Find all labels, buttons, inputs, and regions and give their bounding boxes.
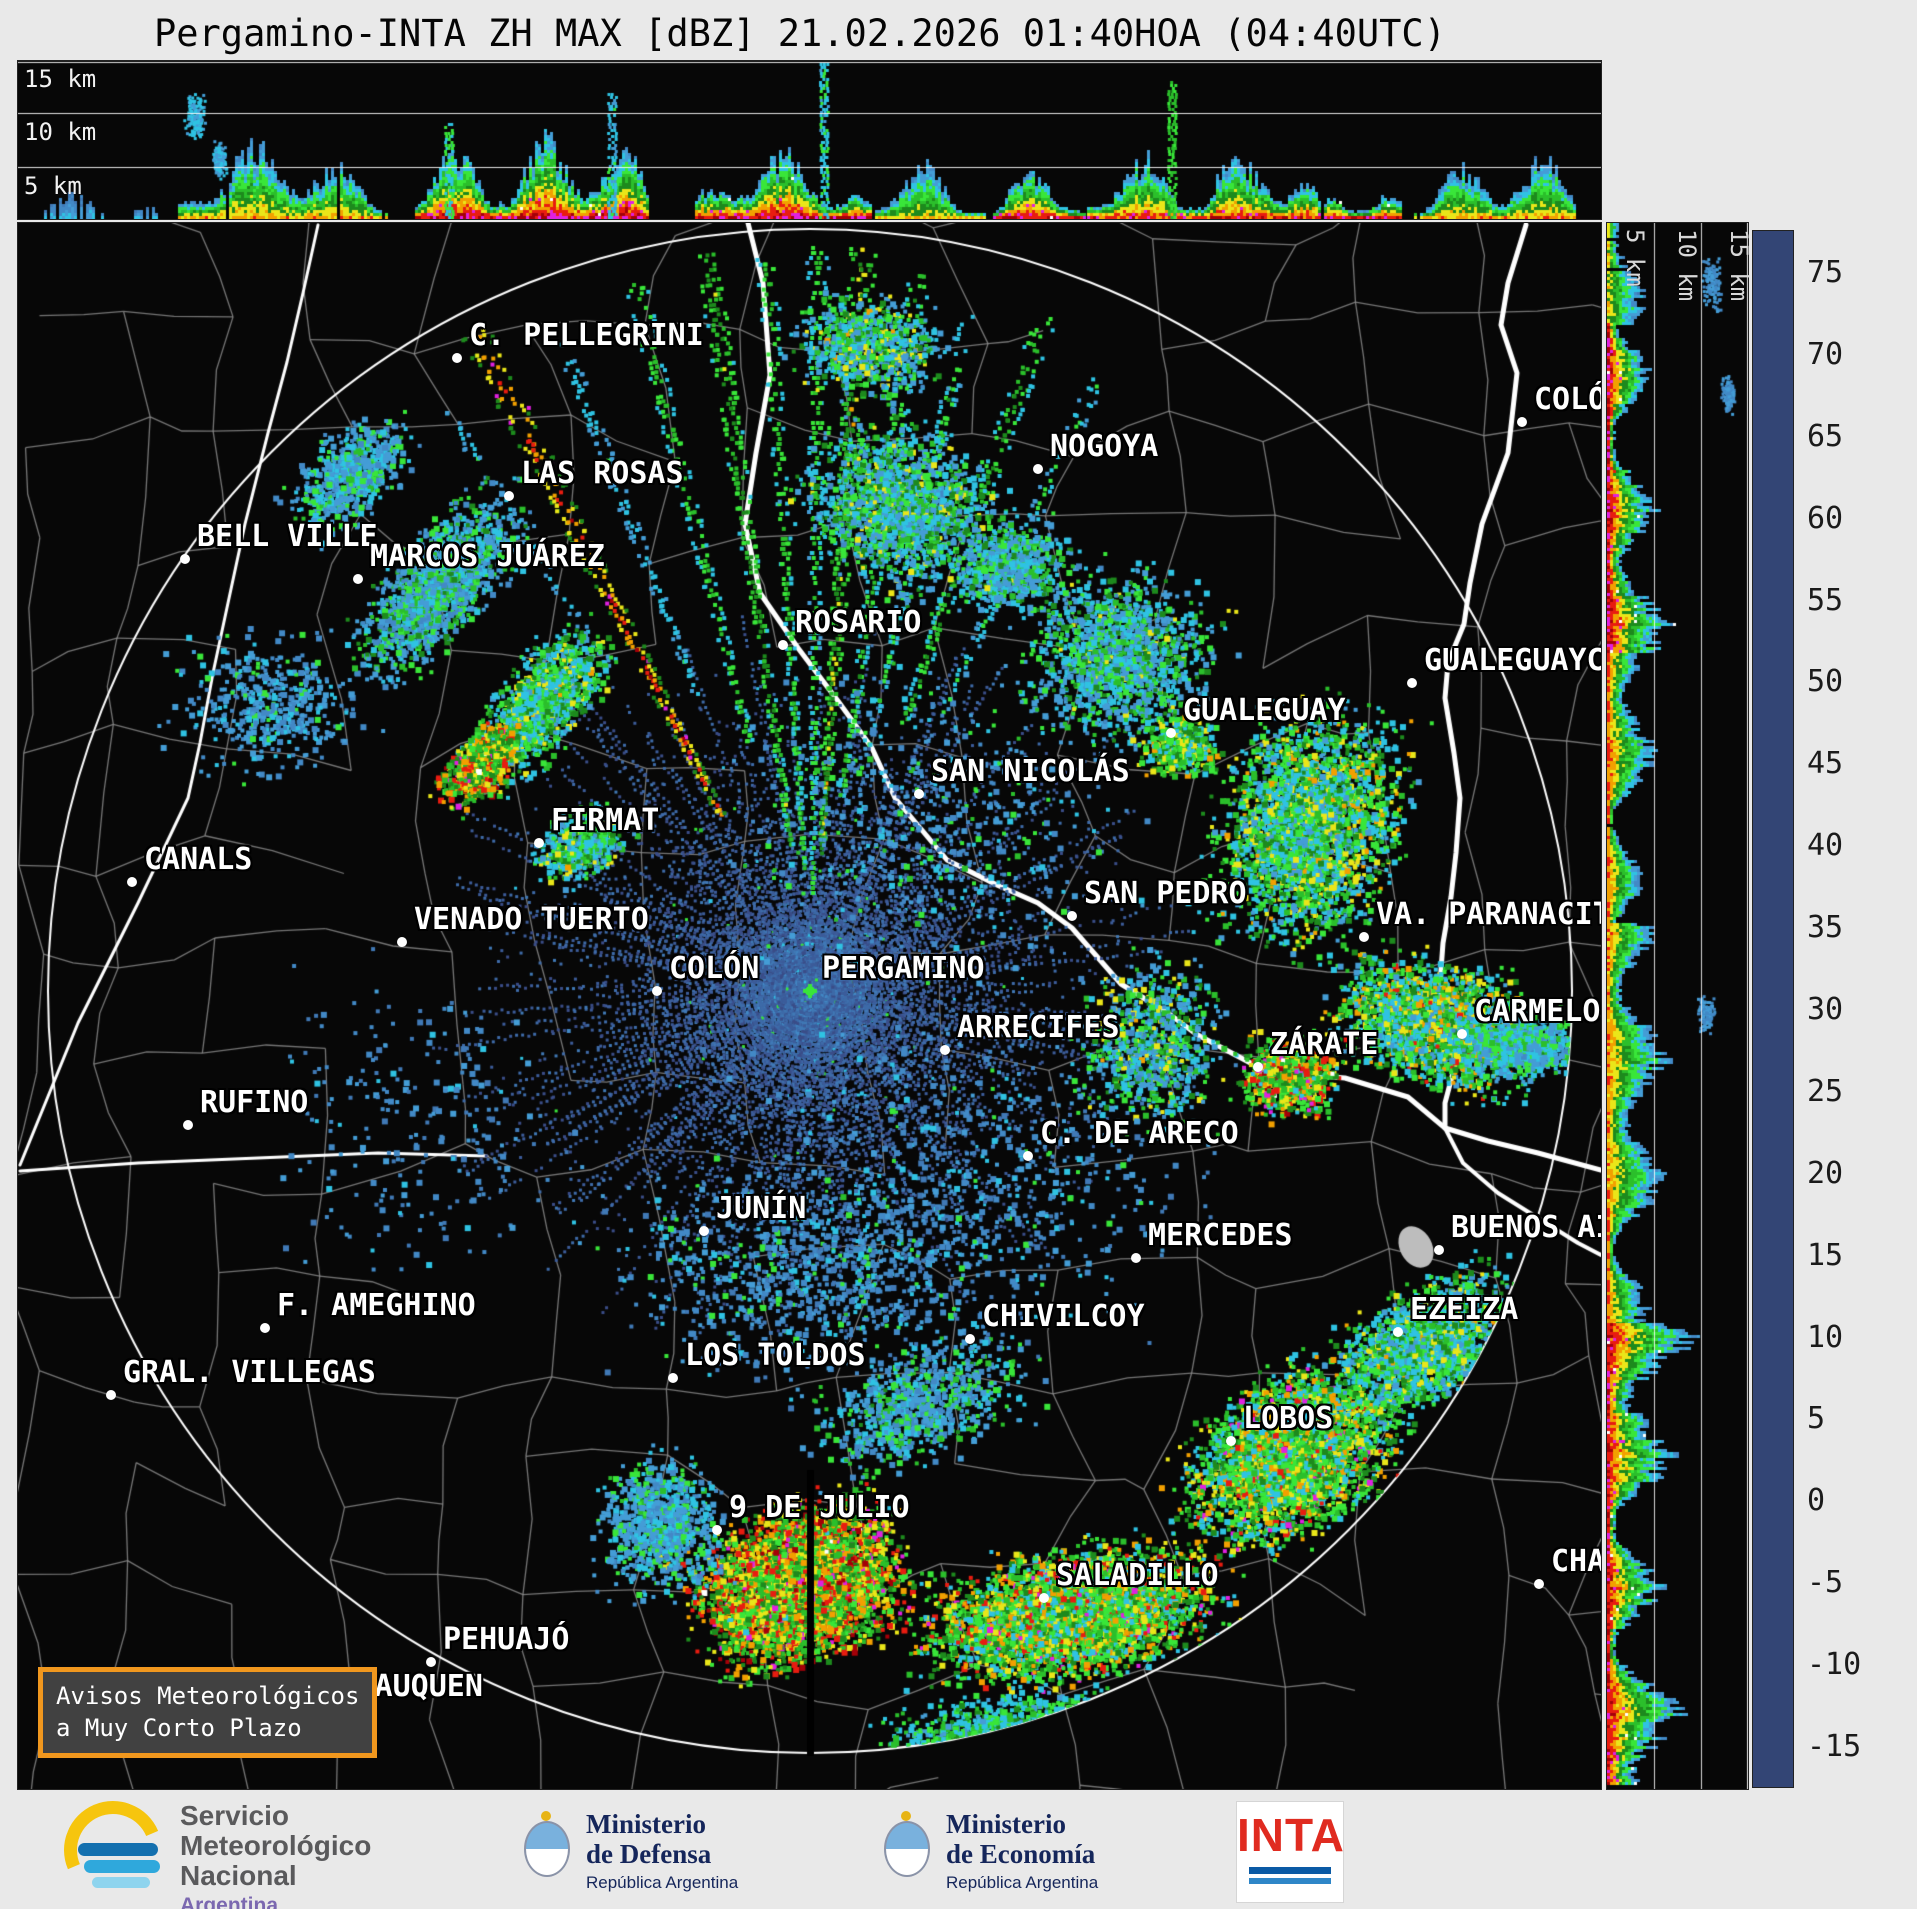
colorbar-tick-label: 60 [1807, 500, 1844, 536]
page-title: Pergamino-INTA ZH MAX [dBZ] 21.02.2026 0… [153, 12, 1446, 55]
colorbar-tick-label: 65 [1807, 418, 1844, 454]
coat-sun [541, 1811, 551, 1821]
colorbar-tick-label: 25 [1807, 1073, 1844, 1109]
footer: Servicio Meteorológico Nacional Argentin… [0, 1786, 1917, 1909]
warning-line-2: a Muy Corto Plazo [56, 1713, 302, 1742]
inta-logo: INTA [1236, 1801, 1344, 1903]
colorbar-tick-label: -15 [1807, 1729, 1862, 1765]
colorbar: 75 70 65 60 55 50 45 40 35 30 25 20 15 10 5 0 -5 -10 -15 [1752, 230, 1861, 1788]
coat-oval [524, 1821, 570, 1877]
ministry-line: Ministerio [586, 1809, 706, 1839]
ministry-line: de Defensa [586, 1839, 712, 1870]
colorbar-tick-label: 10 [1807, 1319, 1844, 1355]
ministerio-defensa-wordmark: Ministerio de Defensa República Argentin… [586, 1809, 738, 1893]
cross-section-top-panel: 15 km 10 km 5 km [17, 60, 1602, 220]
height-label-10km-vertical: 10 km [1673, 229, 1701, 302]
coat-sun [901, 1811, 911, 1821]
colorbar-tick-label: -10 [1807, 1647, 1862, 1683]
height-label-5km-vertical: 5 km [1621, 229, 1649, 287]
smn-line: Meteorológico [180, 1830, 372, 1862]
smn-wordmark: Servicio Meteorológico Nacional Argentin… [180, 1800, 372, 1909]
colorbar-tick-label: 30 [1807, 992, 1844, 1027]
inta-wordmark: INTA [1237, 1809, 1345, 1861]
radar-map-canvas [18, 223, 1601, 1789]
colorbar-tick-label: 40 [1807, 828, 1844, 864]
colorbar-tick-label: 5 [1807, 1401, 1826, 1437]
smn-logo-icon [49, 1786, 177, 1909]
height-label-15km: 15 km [24, 65, 97, 93]
smn-line: Servicio [180, 1800, 289, 1831]
cross-section-right-panel: 5 km 10 km 15 km [1606, 222, 1753, 1790]
warning-box[interactable]: Avisos Meteorológicos a Muy Corto Plazo [38, 1667, 378, 1759]
coat-oval [884, 1821, 930, 1877]
height-label-5km: 5 km [24, 172, 82, 200]
colorbar-tick-label: 45 [1807, 746, 1844, 782]
warning-line-1: Avisos Meteorológicos [56, 1682, 360, 1710]
colorbar-tick-label: 20 [1807, 1155, 1844, 1191]
colorbar-tick-label: 0 [1807, 1483, 1826, 1519]
smn-logo-bar [78, 1843, 158, 1856]
ministry-subline: República Argentina [586, 1873, 739, 1893]
inta-stripes-icon [1249, 1867, 1331, 1889]
smn-country: Argentina [180, 1893, 279, 1909]
smn-logo-bar [92, 1877, 150, 1888]
smn-line: Nacional [180, 1860, 297, 1892]
height-label-10km: 10 km [24, 118, 97, 146]
cross-section-top-canvas [18, 61, 1601, 219]
economia-coat-of-arms-icon [880, 1809, 932, 1879]
colorbar-tick-label: 35 [1807, 910, 1844, 946]
cross-section-right-canvas [1607, 223, 1748, 1789]
colorbar-gradient [1753, 231, 1793, 1787]
colorbar-tick-label: 70 [1807, 336, 1844, 372]
smn-logo-bar [84, 1860, 160, 1873]
ministry-line: Ministerio [946, 1809, 1066, 1839]
ministry-subline: República Argentina [946, 1873, 1099, 1893]
defensa-coat-of-arms-icon [520, 1809, 572, 1879]
ministerio-economia-wordmark: Ministerio de Economía República Argenti… [946, 1809, 1098, 1893]
colorbar-tick-label: 55 [1807, 582, 1844, 618]
colorbar-tick-label: -5 [1807, 1565, 1844, 1601]
ministry-line: de Economía [946, 1839, 1096, 1870]
colorbar-tick-label: 50 [1807, 664, 1844, 700]
colorbar-tick-label: 15 [1807, 1237, 1844, 1273]
colorbar-tick-label: 75 [1807, 254, 1844, 290]
radar-map-panel: C. PELLEGRINI NOGOYA LAS ROSAS BELL VILLE MA… [17, 222, 1602, 1790]
height-label-15km-vertical: 15 km [1725, 229, 1753, 302]
